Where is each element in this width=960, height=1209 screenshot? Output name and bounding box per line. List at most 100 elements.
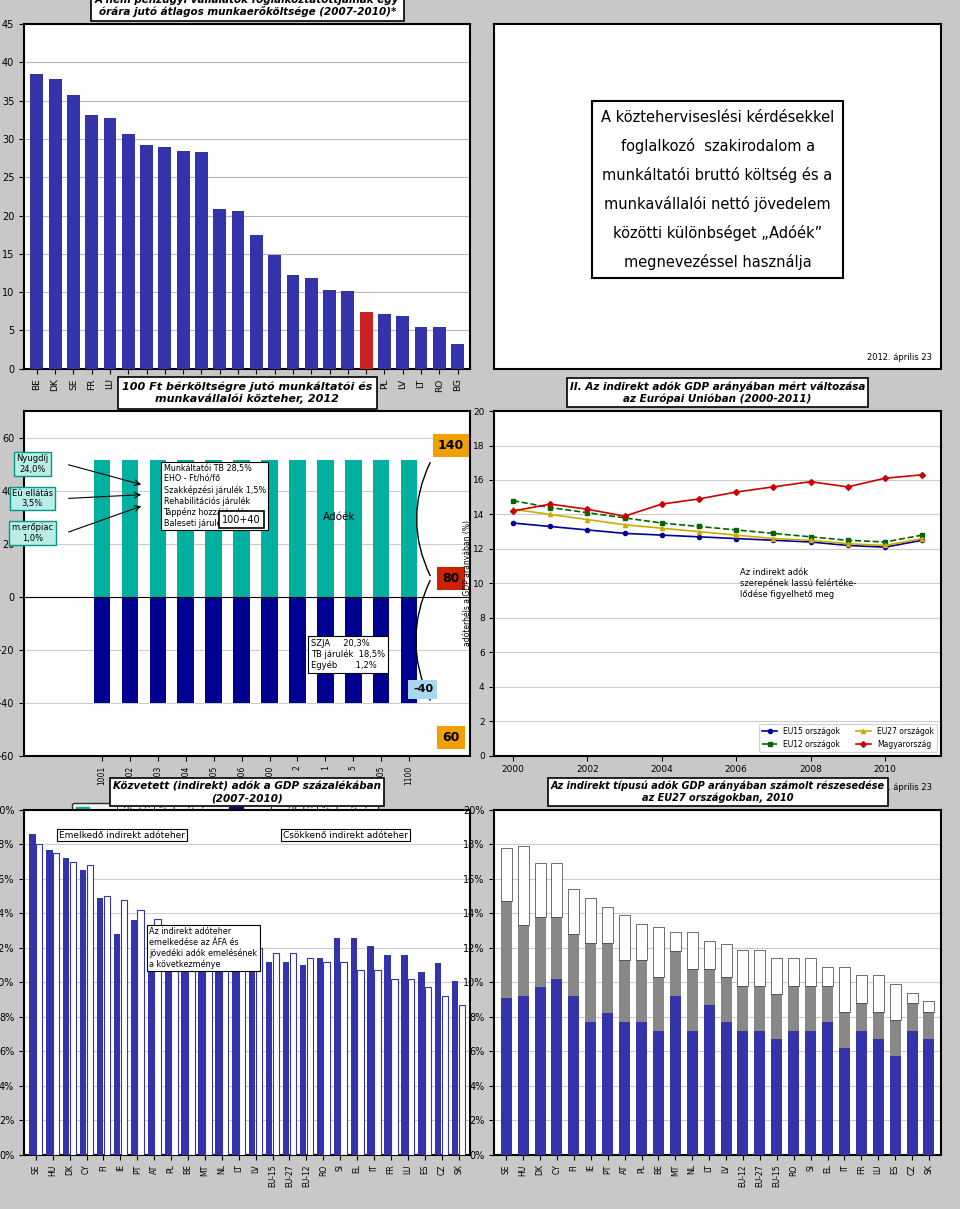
Bar bbox=[150, 596, 166, 702]
EU12 országok bbox=[842, 533, 853, 548]
Bar bbox=[517, 996, 529, 1155]
Bar bbox=[334, 937, 340, 1155]
Bar bbox=[442, 996, 448, 1155]
Bar bbox=[670, 951, 681, 996]
Text: Munkáltatói TB 28,5%
EHO - Ft/hó/fő
Szakképzési járulék 1,5%
Rehabilitációs járu: Munkáltatói TB 28,5% EHO - Ft/hó/fő Szak… bbox=[163, 464, 266, 527]
EU15 országok bbox=[656, 528, 667, 543]
Bar bbox=[122, 134, 134, 369]
EU12 országok bbox=[656, 516, 667, 531]
Text: Eü ellátás
3,5%: Eü ellátás 3,5% bbox=[12, 488, 53, 508]
Line: EU15 országok: EU15 országok bbox=[511, 521, 924, 549]
Bar bbox=[535, 988, 545, 1155]
Bar bbox=[686, 932, 698, 968]
Bar bbox=[670, 932, 681, 951]
Bar bbox=[29, 834, 36, 1155]
Bar bbox=[249, 955, 255, 1155]
Text: -40: -40 bbox=[413, 684, 433, 694]
EU27 országok bbox=[731, 528, 742, 543]
Text: Forrás: Eurostat – Data Explorer: Forrás: Eurostat – Data Explorer bbox=[300, 465, 423, 474]
Text: SZJA     20,3%
TB járulék  18,5%
Egyéb       1,2%: SZJA 20,3% TB járulék 18,5% Egyéb 1,2% bbox=[311, 640, 386, 671]
Bar bbox=[855, 976, 867, 1003]
Bar bbox=[374, 971, 380, 1155]
Text: Csökkenő indirekt adóteher: Csökkenő indirekt adóteher bbox=[283, 831, 408, 839]
Bar bbox=[839, 1048, 850, 1155]
Bar bbox=[551, 863, 563, 916]
EU27 országok bbox=[582, 513, 593, 527]
Magyarország bbox=[842, 480, 853, 494]
Bar bbox=[324, 961, 330, 1155]
Bar bbox=[501, 902, 512, 997]
Magyarország bbox=[917, 468, 928, 482]
Bar bbox=[290, 953, 296, 1155]
Bar bbox=[619, 960, 630, 1022]
Bar bbox=[704, 968, 714, 1005]
Bar bbox=[924, 1040, 934, 1155]
Text: A nem pénzügyi vállalatok foglalkoztatottjainak egy
órára jutó átlagos munkaerők: A nem pénzügyi vállalatok foglalkoztatot… bbox=[95, 0, 399, 17]
EU27 országok bbox=[544, 508, 556, 522]
Bar bbox=[121, 899, 127, 1155]
Bar bbox=[551, 979, 563, 1155]
Bar bbox=[586, 1022, 596, 1155]
Bar bbox=[839, 967, 850, 1012]
EU15 országok bbox=[507, 516, 518, 531]
Magyarország bbox=[507, 504, 518, 519]
Bar bbox=[360, 312, 372, 369]
Bar bbox=[199, 929, 204, 1155]
Bar bbox=[357, 971, 364, 1155]
EU12 országok bbox=[544, 501, 556, 515]
Bar bbox=[53, 854, 60, 1155]
Bar bbox=[805, 1030, 816, 1155]
Text: A közteherviseslési kérdésekkel
foglalkozó  szakirodalom a
munkáltatói bruttó kö: A közteherviseslési kérdésekkel foglalko… bbox=[601, 110, 834, 270]
Text: 60: 60 bbox=[443, 730, 460, 744]
Bar bbox=[822, 985, 833, 1022]
Bar bbox=[788, 985, 799, 1030]
Bar bbox=[324, 290, 336, 369]
EU12 országok bbox=[768, 526, 780, 540]
Bar bbox=[94, 461, 110, 596]
Bar bbox=[171, 927, 178, 1155]
Bar bbox=[435, 964, 442, 1155]
Bar bbox=[568, 996, 580, 1155]
Bar bbox=[181, 936, 188, 1155]
Line: EU27 országok: EU27 országok bbox=[511, 508, 924, 548]
Bar bbox=[653, 927, 664, 977]
EU12 országok bbox=[507, 493, 518, 508]
Legend: munkáltatói kötelezétség, munkavállalói kötelezétség: munkáltatói kötelezétség, munkavállalói … bbox=[72, 803, 378, 820]
Magyarország bbox=[656, 497, 667, 511]
Bar bbox=[568, 890, 580, 935]
Bar bbox=[131, 920, 137, 1155]
FancyBboxPatch shape bbox=[494, 24, 941, 369]
EU15 országok bbox=[917, 533, 928, 548]
Bar bbox=[855, 1003, 867, 1030]
Bar bbox=[46, 850, 53, 1155]
Bar bbox=[788, 959, 799, 985]
Text: Nyugdíj
24,0%: Nyugdíj 24,0% bbox=[16, 455, 49, 474]
Bar bbox=[140, 145, 153, 369]
Bar bbox=[67, 94, 80, 369]
EU27 országok bbox=[619, 517, 631, 532]
Bar bbox=[345, 596, 362, 702]
Text: 2012. április 23: 2012. április 23 bbox=[179, 811, 244, 820]
Bar bbox=[452, 980, 458, 1155]
Bar bbox=[342, 291, 354, 369]
EU27 országok bbox=[693, 525, 705, 539]
Magyarország bbox=[768, 480, 780, 494]
Bar bbox=[306, 959, 313, 1155]
Bar bbox=[906, 1030, 918, 1155]
Line: EU12 országok: EU12 országok bbox=[511, 498, 924, 544]
Bar bbox=[232, 947, 239, 1155]
Bar bbox=[233, 461, 250, 596]
Bar bbox=[788, 1030, 799, 1155]
Bar bbox=[372, 596, 390, 702]
Bar bbox=[396, 316, 409, 369]
Bar bbox=[70, 862, 76, 1155]
Bar bbox=[122, 461, 138, 596]
Bar bbox=[273, 953, 279, 1155]
Bar bbox=[459, 1005, 466, 1155]
Bar bbox=[873, 1012, 884, 1040]
Bar bbox=[289, 596, 306, 702]
Text: Emelkedő indirekt adóteher: Emelkedő indirekt adóteher bbox=[60, 831, 185, 839]
Bar bbox=[636, 960, 647, 1022]
Bar bbox=[350, 937, 357, 1155]
Magyarország bbox=[619, 509, 631, 523]
